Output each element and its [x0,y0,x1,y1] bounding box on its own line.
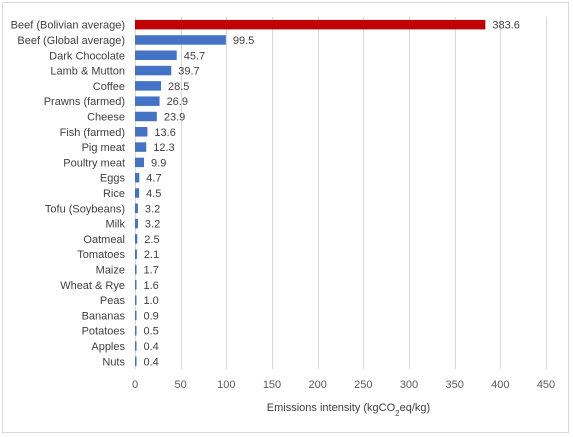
value-label: 9.9 [151,157,166,169]
x-tick-label: 300 [400,379,418,391]
bar [135,50,177,61]
bar [135,295,137,305]
category-label: Beef (Bolivian average) [11,20,125,32]
category-label: Nuts [102,356,125,368]
category-label: Wheat & Rye [60,280,125,292]
category-label: Cheese [87,111,125,123]
bar-chart: Beef (Bolivian average) Beef (Global aver… [11,17,555,418]
bar [135,96,160,106]
bar [135,203,138,214]
value-label: 3.2 [145,203,160,215]
value-label: 2.5 [144,234,159,246]
value-label: 1.7 [144,265,159,277]
category-label: Tofu (Soybeans) [45,203,125,215]
category-label: Poultry meat [63,157,125,169]
bar [135,19,486,30]
bar [135,142,147,152]
bar [135,35,226,45]
bar [135,325,137,336]
x-tick-label: 100 [217,379,235,391]
category-label: Milk [105,219,125,231]
x-tick-label: 400 [491,379,509,391]
category-label: Apples [91,341,125,353]
value-label: 383.6 [492,20,520,32]
value-label: 2.1 [144,249,159,261]
bar [135,172,140,183]
category-labels: Beef (Bolivian average) Beef (Global aver… [11,20,126,369]
x-axis-title-unit: eq/kg) [400,402,431,414]
value-label: 28.5 [168,81,189,93]
value-label: 0.5 [144,326,159,338]
value-label: 23.9 [164,111,185,123]
category-label: Potatoes [82,326,126,338]
x-axis-title-subscript: 2 [395,409,400,418]
value-label: 1.6 [144,280,159,292]
category-label: Pig meat [82,142,125,154]
bar [135,280,137,290]
chart-frame: Beef (Bolivian average) Beef (Global aver… [2,2,569,433]
value-label: 1.0 [144,295,159,307]
value-label: 39.7 [178,66,199,78]
x-tick-label: 250 [354,379,372,391]
value-label: 12.3 [153,142,174,154]
value-label: 26.9 [167,96,188,108]
bar [135,127,148,137]
x-tick-label: 50 [175,379,187,391]
bar [135,111,157,122]
bar [135,310,137,321]
value-label: 4.5 [146,188,161,200]
x-tick-label: 450 [537,379,555,391]
value-label: 99.5 [233,35,254,47]
value-label: 0.4 [144,341,159,353]
bar [135,81,162,91]
category-label: Dark Chocolate [49,50,125,62]
bars [135,19,486,367]
category-label: Oatmeal [83,234,125,246]
x-tick-label: 200 [308,379,326,391]
category-label: Prawns (farmed) [44,96,125,108]
category-label: Coffee [93,81,125,93]
category-label: Lamb & Mutton [50,66,125,78]
bar [135,341,137,351]
value-label: 13.6 [154,127,175,139]
bar [135,234,138,244]
category-label: Tomatoes [77,249,125,261]
x-tick-labels: 0 50 100 150 200 250 300 350 400 450 [132,379,555,391]
category-label: Rice [103,188,125,200]
value-label: 45.7 [184,50,205,62]
x-axis-title-main: Emissions intensity (kgCO [267,402,396,414]
bar [135,218,138,229]
bar [135,356,137,367]
category-label: Bananas [82,310,126,322]
category-label: Maize [96,265,125,277]
value-label: 0.9 [144,310,159,322]
x-tick-label: 350 [445,379,463,391]
value-label: 3.2 [145,219,160,231]
bar [135,157,145,168]
category-label: Eggs [100,173,126,185]
bar [135,249,137,259]
value-label: 0.4 [144,356,159,368]
x-tick-label: 0 [132,379,138,391]
x-tick-label: 150 [263,379,281,391]
value-labels: 383.6 99.5 45.7 39.7 28.5 26.9 23.9 13.6 12.3 9.9… [144,20,520,369]
bar [135,264,137,275]
bar [135,65,172,76]
gridlines [135,17,547,369]
value-label: 4.7 [146,173,161,185]
category-label: Fish (farmed) [60,127,125,139]
category-label: Beef (Global average) [17,35,125,47]
x-axis-title: Emissions intensity (kgCO2eq/kg) [267,402,430,418]
bar [135,188,140,198]
category-label: Peas [100,295,126,307]
